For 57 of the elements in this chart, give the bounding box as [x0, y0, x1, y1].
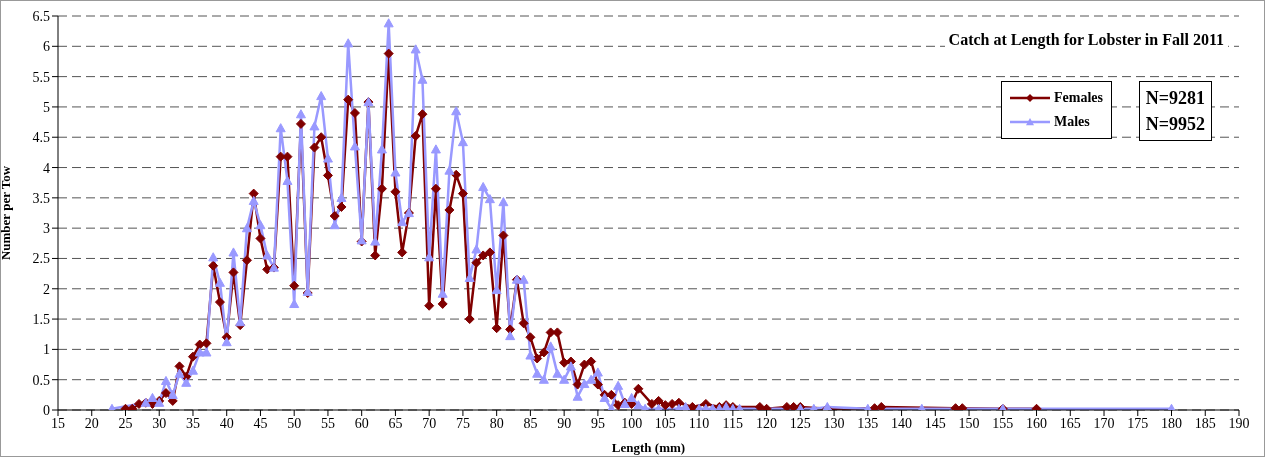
y-tick-label: 3	[43, 221, 50, 237]
x-tick-label: 170	[1093, 415, 1115, 431]
x-tick-label: 55	[320, 415, 335, 431]
x-tick-label: 110	[688, 415, 710, 431]
x-tick-label: 35	[185, 415, 200, 431]
x-tick-label: 140	[891, 415, 913, 431]
y-tick-label: 5	[43, 99, 50, 115]
x-tick-label: 30	[152, 415, 167, 431]
x-tick-label: 165	[1059, 415, 1081, 431]
x-tick-label: 15	[51, 415, 65, 431]
x-axis-title: Length (mm)	[611, 440, 686, 455]
legend-label: Males	[1054, 114, 1090, 130]
x-tick-label: 105	[654, 415, 676, 431]
annotation: N=9281	[1145, 87, 1205, 110]
x-tick-label: 70	[422, 415, 437, 431]
x-tick-label: 45	[253, 415, 268, 431]
legend-label: Females	[1054, 90, 1103, 106]
y-axis-title: Number per Tow	[0, 165, 13, 261]
annotation: N=9952	[1145, 113, 1205, 136]
y-tick-label: 6.5	[32, 8, 50, 24]
x-tick-label: 90	[557, 415, 572, 431]
x-tick-label: 180	[1161, 415, 1183, 431]
x-tick-label: 130	[823, 415, 845, 431]
x-tick-label: 75	[455, 415, 470, 431]
x-tick-label: 135	[857, 415, 879, 431]
text: Catch at Length for Lobster in Fall 2011	[944, 31, 1228, 49]
y-tick-label: 1.5	[32, 312, 50, 328]
x-tick-label: 85	[523, 415, 538, 431]
y-tick-label: 1	[43, 342, 50, 358]
x-tick-label: 65	[388, 415, 403, 431]
y-tick-label: 2.5	[32, 251, 50, 267]
y-tick-label: 0.5	[32, 372, 50, 388]
x-tick-label: 145	[924, 415, 946, 431]
y-tick-label: 5.5	[32, 69, 50, 85]
y-tick-label: 0	[43, 402, 50, 418]
y-tick-label: 4.5	[32, 130, 50, 146]
x-tick-label: 175	[1127, 415, 1149, 431]
x-tick-label: 80	[489, 415, 504, 431]
x-tick-label: 25	[118, 415, 133, 431]
x-tick-label: 190	[1228, 415, 1250, 431]
y-tick-label: 3.5	[32, 190, 50, 206]
y-tick-label: 2	[43, 281, 50, 297]
y-tick-label: 6	[43, 39, 50, 55]
x-tick-label: 155	[992, 415, 1014, 431]
x-tick-label: 100	[621, 415, 643, 431]
x-tick-label: 185	[1194, 415, 1216, 431]
x-tick-label: 115	[722, 415, 744, 431]
x-tick-label: 120	[756, 415, 778, 431]
x-tick-label: 160	[1026, 415, 1048, 431]
x-tick-label: 150	[958, 415, 980, 431]
x-tick-label: 20	[84, 415, 99, 431]
x-tick-label: 95	[590, 415, 605, 431]
x-tick-label: 125	[789, 415, 811, 431]
x-tick-label: 40	[219, 415, 234, 431]
y-tick-label: 4	[43, 160, 50, 176]
x-tick-label: 60	[354, 415, 369, 431]
x-tick-label: 50	[287, 415, 302, 431]
